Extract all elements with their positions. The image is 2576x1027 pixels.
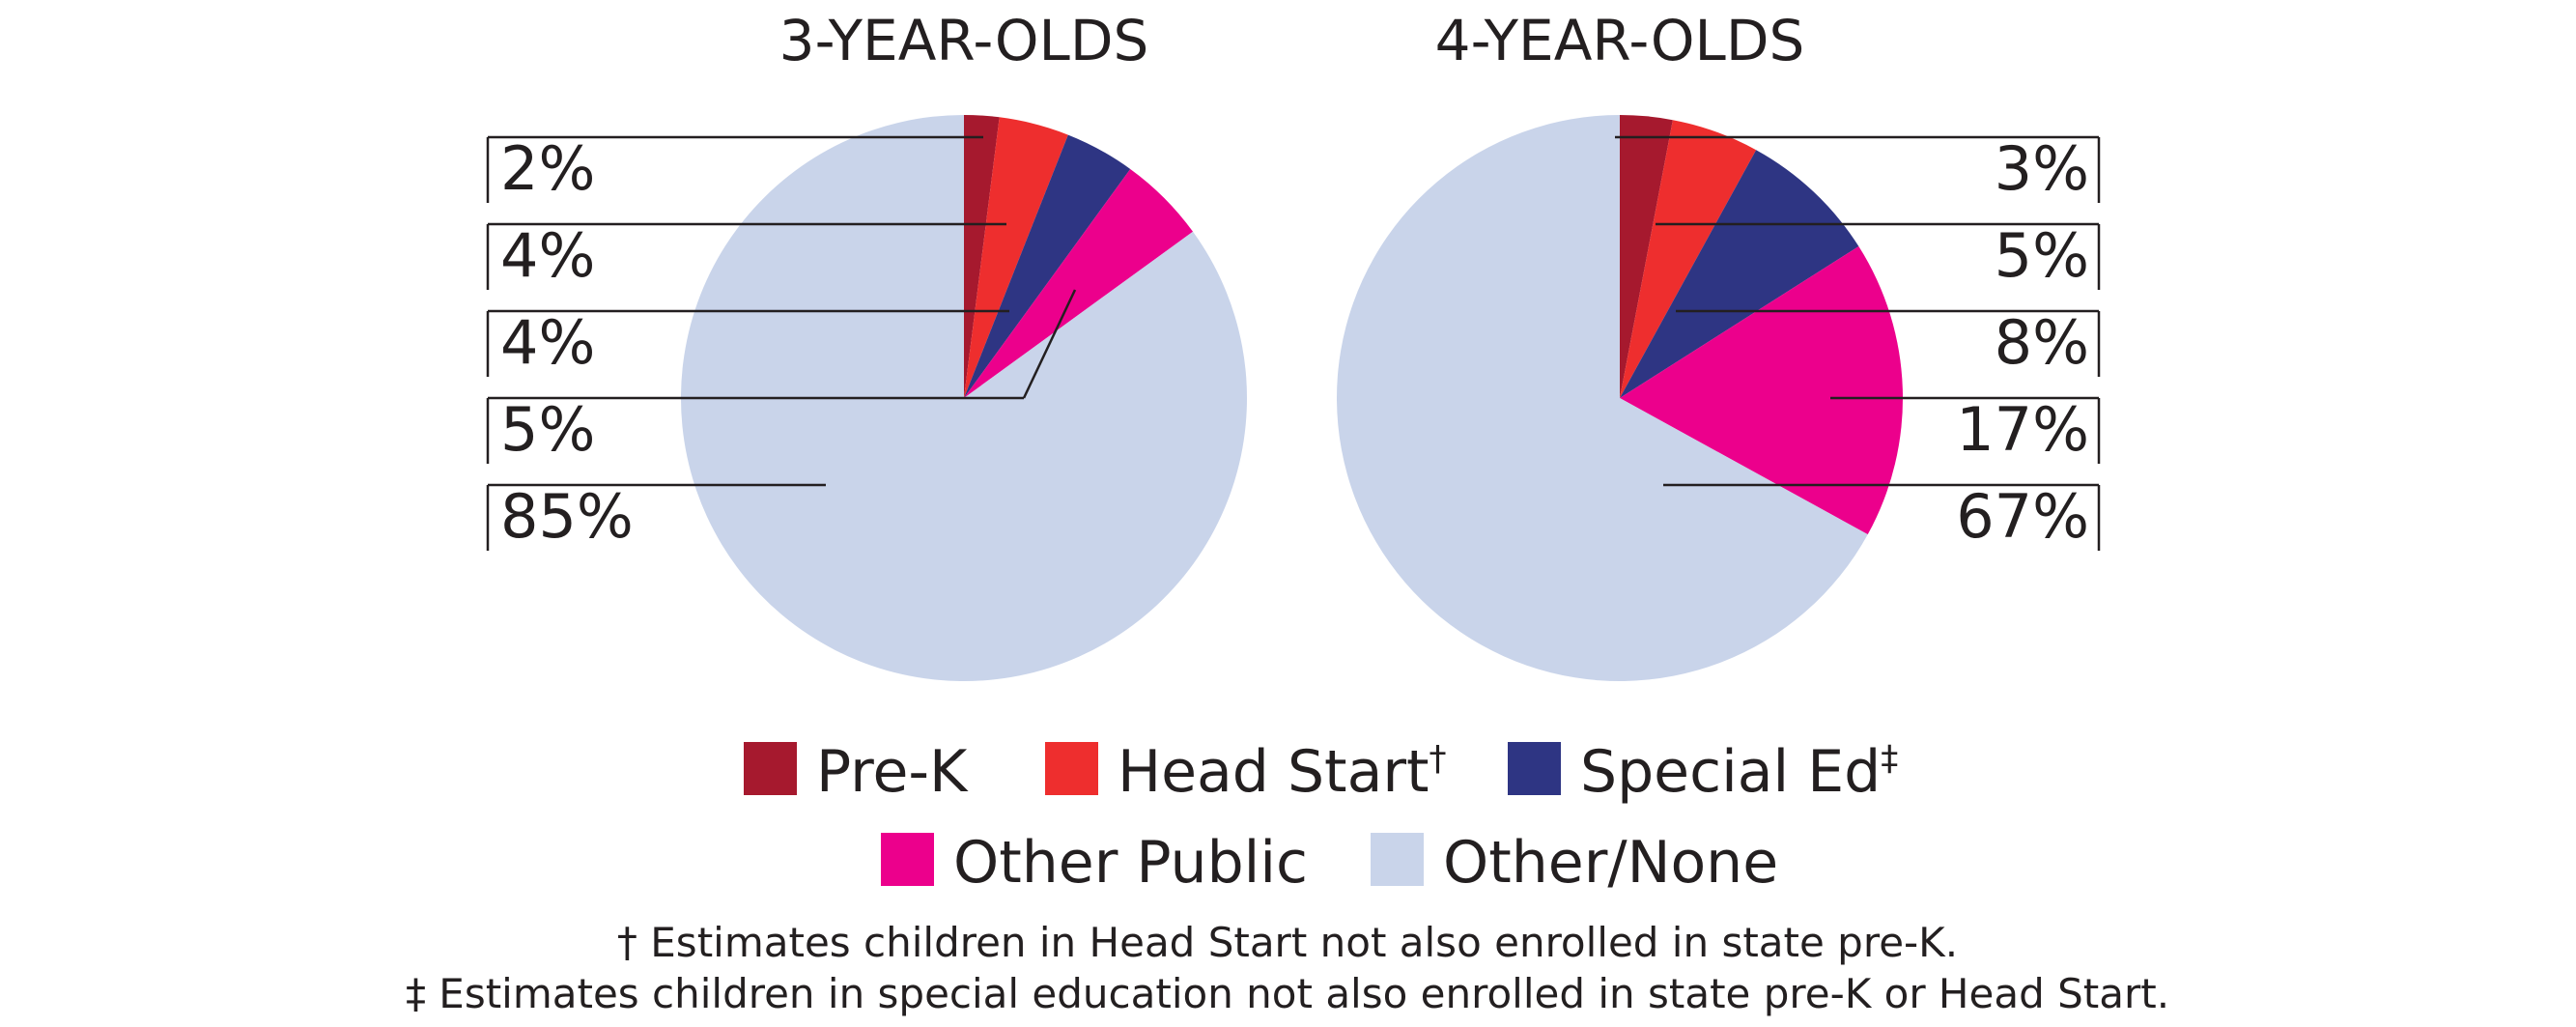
pie-3-year-olds: 3-YEAR-OLDS 2% 4% 4% 5% 85% (486, 8, 1247, 681)
legend-item-other-public: Other Public (881, 829, 1308, 897)
pie1-value-label-other-none: 67% (1956, 481, 2089, 552)
legend-label-pre-k: Pre-K (816, 738, 969, 806)
legend-swatch-special-ed (1508, 742, 1561, 795)
leader-line-kink (1022, 289, 1077, 399)
pie1-value-label-head-start: 5% (1995, 220, 2089, 291)
pie1-slice-other-public (1620, 246, 1904, 535)
pie0-value-label-other-public: 5% (500, 394, 595, 465)
pie1-value-label-special-ed: 8% (1995, 307, 2089, 378)
legend-swatch-other-none (1371, 833, 1424, 886)
legend-swatch-head-start (1045, 742, 1098, 795)
pie0-label-row-other-public: 5% (486, 289, 1077, 465)
legend-swatch-pre-k (744, 742, 797, 795)
legend-item-special-ed: Special Ed‡ (1508, 738, 1898, 806)
pie0-value-label-pre-k: 2% (500, 133, 595, 204)
pie0-value-label-special-ed: 4% (500, 307, 595, 378)
legend: Pre-K Head Start† Special Ed‡ Other Public O… (744, 738, 1898, 897)
pie1-label-row-special-ed: 8% (1676, 307, 2101, 378)
pie1-label-row-pre-k: 3% (1615, 133, 2101, 204)
legend-swatch-other-public (881, 833, 934, 886)
footnotes: † Estimates children in Head Start not a… (406, 919, 2169, 1017)
pie-4-year-olds: 4-YEAR-OLDS 3% 5% 8% 17% 67% (1337, 8, 2101, 682)
pie0-labels: 2% 4% 4% 5% 85% (486, 133, 1077, 552)
pie1-value-label-pre-k: 3% (1995, 133, 2089, 204)
chart-title-4-year-olds: 4-YEAR-OLDS (1435, 8, 1805, 73)
pie1-label-row-other-public: 17% (1830, 394, 2101, 465)
footnote-head-start: † Estimates children in Head Start not a… (617, 919, 1958, 966)
pie0-label-row-other-none: 85% (486, 481, 826, 552)
legend-label-special-ed: Special Ed‡ (1580, 738, 1898, 806)
legend-label-other-public: Other Public (953, 829, 1308, 897)
pie0-value-label-other-none: 85% (500, 481, 634, 552)
legend-label-head-start: Head Start† (1118, 738, 1447, 806)
pie0-slice-pre-k (964, 115, 1000, 398)
legend-item-pre-k: Pre-K (744, 738, 969, 806)
pie0-slice-other-public (964, 168, 1194, 398)
pie0-label-row-pre-k: 2% (486, 133, 983, 204)
pie0-slice-head-start (964, 117, 1068, 398)
pie0-label-row-special-ed: 4% (486, 307, 1009, 378)
pie1-slice-head-start (1620, 120, 1757, 398)
pie1-label-row-head-start: 5% (1656, 220, 2101, 291)
footnote-special-ed: ‡ Estimates children in special educatio… (406, 970, 2169, 1017)
pie1-slice-pre-k (1620, 115, 1673, 398)
chart-title-3-year-olds: 3-YEAR-OLDS (779, 8, 1149, 73)
pie1-slice-other-none (1337, 115, 1868, 682)
pie0-value-label-head-start: 4% (500, 220, 595, 291)
pie1-label-row-other-none: 67% (1663, 481, 2101, 552)
pie1-labels: 3% 5% 8% 17% 67% (1615, 133, 2101, 552)
legend-item-head-start: Head Start† (1045, 738, 1447, 806)
legend-item-other-none: Other/None (1371, 829, 1778, 897)
pie1-slices (1337, 115, 1904, 682)
pie0-label-row-head-start: 4% (486, 220, 1006, 291)
legend-label-other-none: Other/None (1443, 829, 1778, 897)
pie1-value-label-other-public: 17% (1956, 394, 2089, 465)
pie1-slice-special-ed (1620, 150, 1859, 399)
pie0-slice-special-ed (964, 134, 1131, 398)
